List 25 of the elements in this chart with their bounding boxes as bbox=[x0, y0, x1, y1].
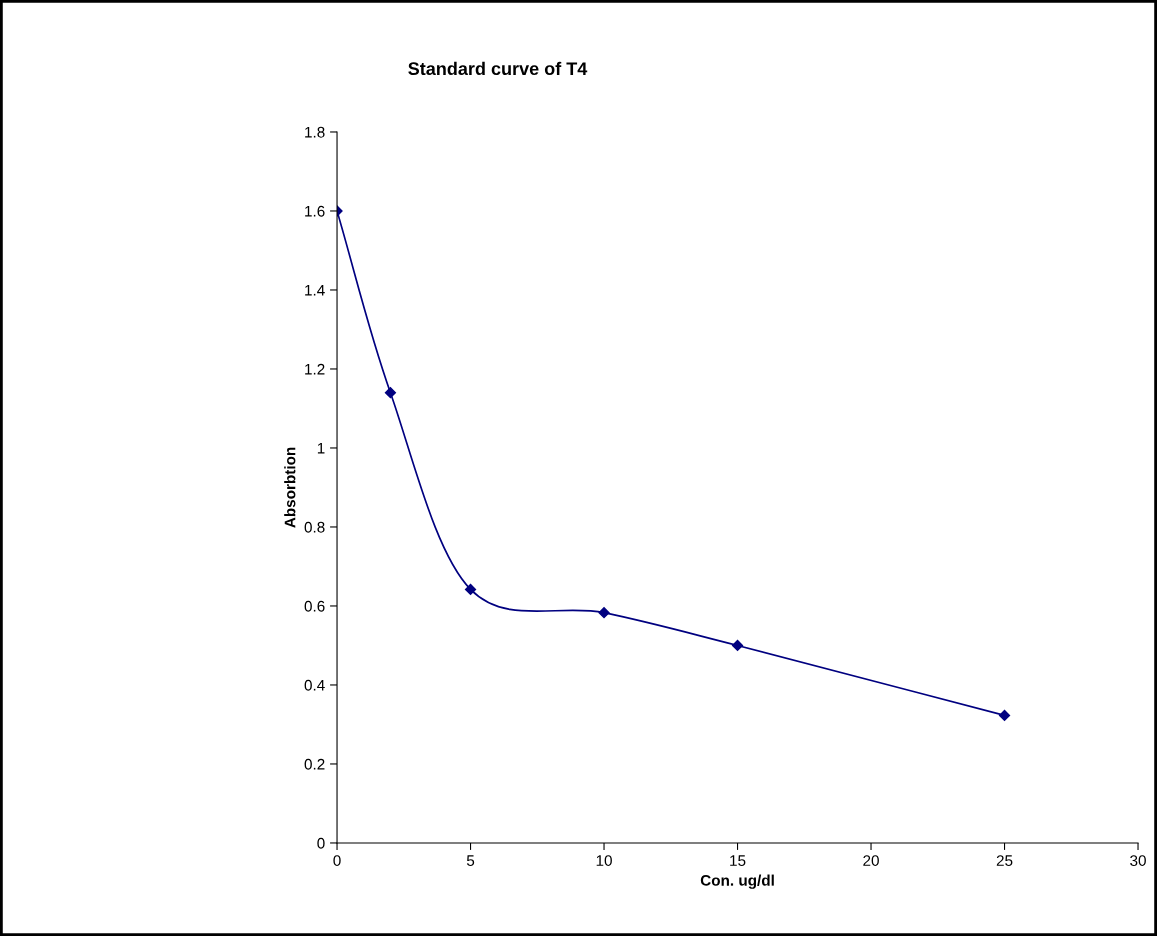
point bbox=[384, 387, 397, 399]
y-tick-label: 0.8 bbox=[304, 521, 325, 533]
chart-title: Standard curve of T4 bbox=[408, 61, 588, 76]
y-axis-title: Absorbtion bbox=[284, 447, 296, 528]
point bbox=[998, 709, 1011, 721]
y-tick-label: 1.6 bbox=[305, 205, 325, 217]
y-tick-label: 1.8 bbox=[305, 126, 325, 138]
point bbox=[731, 639, 744, 652]
x-tick-label: 5 bbox=[466, 855, 475, 866]
x-tick-label: 10 bbox=[596, 855, 612, 866]
y-tick-label: 0.6 bbox=[304, 600, 325, 612]
y-tick-label: 1.4 bbox=[305, 285, 325, 296]
y-tick-label: 1 bbox=[317, 442, 325, 454]
y-tick-label: 1.2 bbox=[305, 363, 325, 375]
x-tick-label: 0 bbox=[333, 855, 341, 866]
point bbox=[598, 607, 610, 619]
x-tick-label: 20 bbox=[863, 855, 879, 866]
point bbox=[464, 583, 477, 595]
y-tick-label: 0.2 bbox=[304, 758, 325, 770]
x-tick-label: 30 bbox=[1130, 855, 1146, 866]
x-tick-label: 15 bbox=[730, 855, 746, 866]
x-axis-title: Con. ug/dl bbox=[700, 874, 774, 889]
y-tick-label: 0.4 bbox=[304, 679, 325, 691]
y-tick-label: 0 bbox=[317, 837, 325, 849]
x-tick-label: 25 bbox=[996, 855, 1013, 866]
